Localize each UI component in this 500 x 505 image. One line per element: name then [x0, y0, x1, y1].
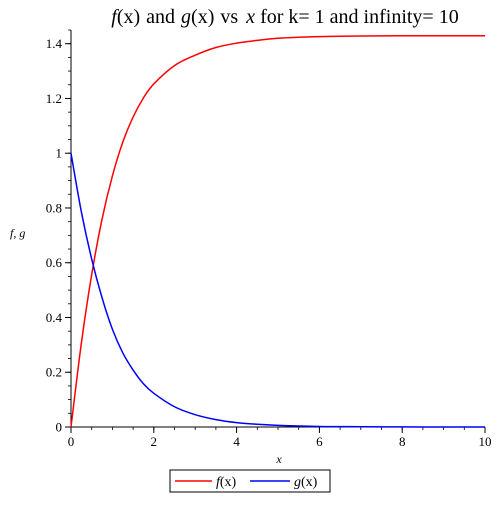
legend: f(x) g(x) — [169, 469, 331, 493]
x-tick-label: 10 — [479, 434, 492, 449]
title-rest: for k= 1 and infinity= 10 — [260, 6, 459, 28]
y-tick-label: 1 — [56, 146, 63, 161]
y-axis-label: f, g — [10, 226, 25, 240]
y-tick-label: 1.2 — [46, 91, 62, 106]
y-tick-label: 0.8 — [46, 200, 62, 215]
title-fx: (x) — [117, 6, 140, 28]
title-vs: vs — [220, 6, 238, 28]
x-tick-label: 2 — [151, 434, 158, 449]
series-lines — [70, 34, 486, 428]
title-x: x — [245, 6, 255, 28]
chart-title: f(x) and g(x) vs x for k= 1 and infinity= 10 — [111, 6, 458, 28]
x-tick-label: 0 — [68, 434, 75, 449]
legend-g-arg: (x) — [301, 475, 318, 490]
x-tick-label: 8 — [399, 434, 406, 449]
legend-f-main: f — [216, 475, 222, 490]
axes — [70, 30, 485, 428]
y-tick-label: 0.4 — [46, 310, 63, 325]
y-tick-label: 0.2 — [46, 365, 62, 380]
legend-g-main: g — [294, 475, 301, 490]
title-g: g — [181, 6, 191, 28]
y-tick-label: 1.4 — [46, 36, 63, 51]
title-gx: (x) — [191, 6, 214, 28]
legend-label-f: f(x) — [216, 475, 237, 490]
x-tick-label: 4 — [233, 434, 240, 449]
x-axis-label: x — [275, 452, 282, 466]
title-f: f — [111, 6, 119, 28]
ticks: 0 2 4 6 8 10 0 0.2 0.4 0.6 0.8 1 1.2 1.4 — [46, 29, 492, 449]
series-line-g — [70, 153, 486, 428]
y-tick-label: 0 — [56, 420, 63, 435]
legend-f-arg: (x) — [220, 475, 237, 490]
y-tick-label: 0.6 — [46, 255, 63, 270]
series-line-f — [70, 34, 485, 428]
legend-label-g: g(x) — [294, 475, 318, 490]
title-and: and — [146, 6, 175, 28]
x-tick-label: 6 — [316, 434, 323, 449]
